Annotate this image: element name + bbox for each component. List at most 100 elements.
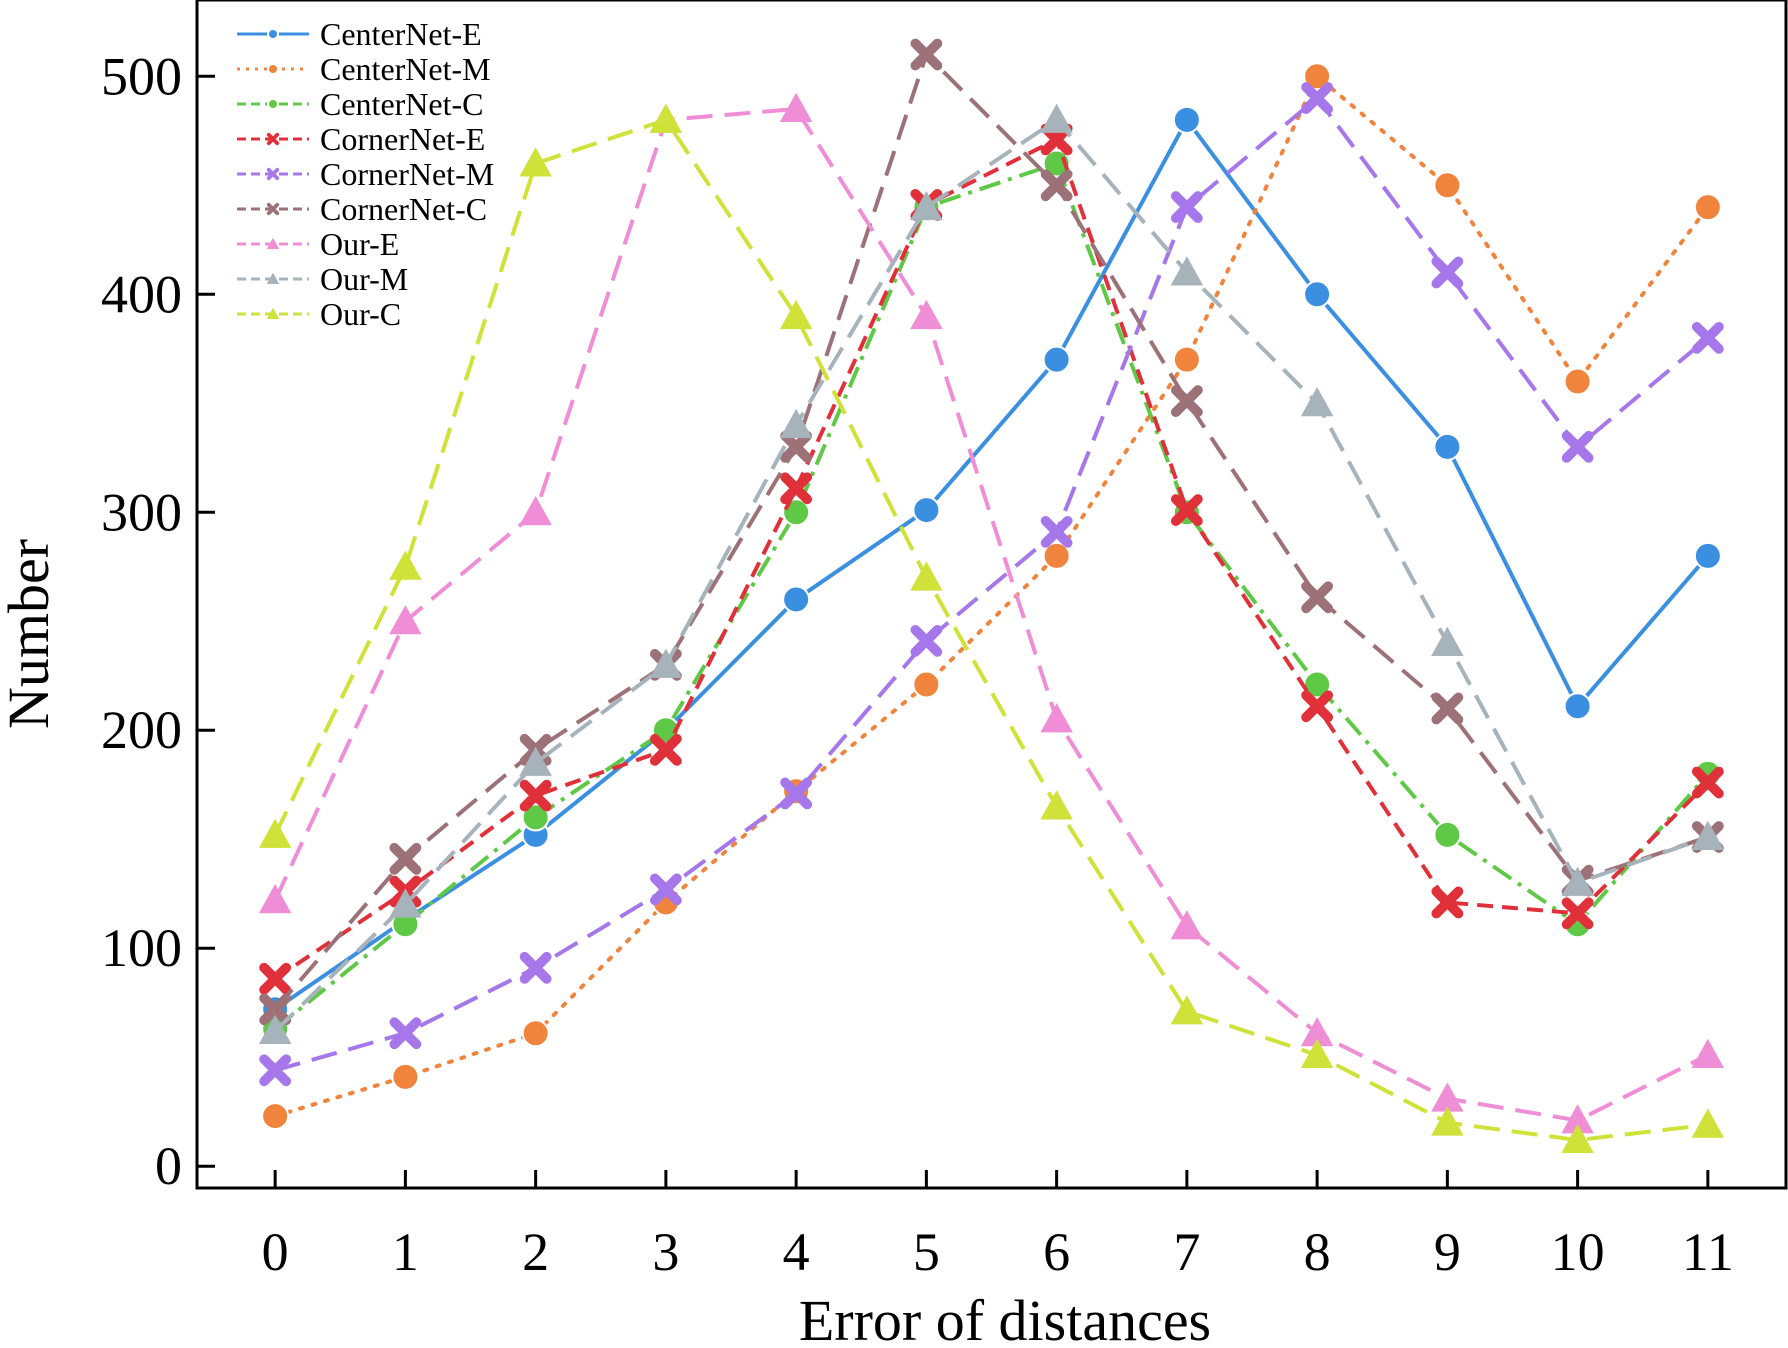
x-tick-label: 2 <box>522 1222 549 1282</box>
x-tick-label: 11 <box>1682 1222 1734 1282</box>
legend-item-our-e: Our-E <box>237 226 399 262</box>
data-point-centernet-e <box>1693 541 1722 570</box>
data-point-cornernet-m <box>1040 515 1073 548</box>
data-point-cornernet-e <box>1561 897 1594 930</box>
series-line-cornernet-c <box>273 52 1709 1011</box>
series-our-m <box>258 103 1725 1045</box>
x-tick-label: 10 <box>1551 1222 1605 1282</box>
legend: CenterNet-ECenterNet-MCenterNet-CCornerN… <box>237 16 494 332</box>
data-point-our-c <box>1300 1038 1334 1069</box>
data-point-centernet-c <box>1433 820 1462 849</box>
series-centernet-e <box>261 105 1722 1024</box>
legend-item-centernet-e: CenterNet-E <box>237 16 482 52</box>
data-point-our-m <box>1300 387 1334 417</box>
data-point-our-c <box>1561 1123 1594 1154</box>
data-point-cornernet-c <box>1040 169 1073 202</box>
x-tick-label: 8 <box>1304 1222 1331 1282</box>
data-point-our-e <box>779 92 813 122</box>
legend-label: CornerNet-C <box>320 191 487 227</box>
data-point-our-e <box>1431 1082 1464 1112</box>
x-axis-title: Error of distances <box>799 1288 1211 1348</box>
x-tick-label: 5 <box>913 1222 940 1282</box>
x-tick-label: 7 <box>1173 1222 1200 1282</box>
legend-item-centernet-c: CenterNet-C <box>237 86 484 122</box>
legend-label: CenterNet-M <box>320 51 491 87</box>
data-point-centernet-e <box>1563 692 1592 721</box>
data-point-centernet-m <box>1433 171 1462 200</box>
legend-item-cornernet-c: CornerNet-C <box>237 191 487 227</box>
y-tick-label: 200 <box>101 700 182 760</box>
series-line-our-c <box>273 117 1709 1143</box>
data-point-our-m <box>649 648 683 678</box>
data-point-our-m <box>258 1014 292 1045</box>
x-tick-label: 9 <box>1434 1222 1461 1282</box>
data-point-our-m <box>1431 626 1464 657</box>
data-point-centernet-e <box>782 585 811 614</box>
data-point-centernet-m <box>1303 62 1332 91</box>
data-point-our-e <box>519 496 552 526</box>
data-point-our-e <box>389 604 422 635</box>
legend-marker <box>267 63 279 75</box>
data-point-centernet-m <box>391 1062 420 1091</box>
data-point-cornernet-e <box>649 733 682 766</box>
x-tick-label: 3 <box>652 1222 679 1282</box>
data-point-our-e <box>1561 1104 1594 1134</box>
data-point-centernet-e <box>1042 345 1071 374</box>
data-point-cornernet-m <box>519 951 552 984</box>
legend-marker <box>266 132 280 146</box>
data-point-centernet-e <box>912 496 941 525</box>
data-point-centernet-c <box>521 803 550 832</box>
data-point-our-c <box>1040 790 1073 820</box>
legend-label: Our-M <box>320 261 408 297</box>
data-point-cornernet-c <box>1431 692 1464 725</box>
data-point-our-m <box>910 190 943 221</box>
data-point-cornernet-c <box>1301 581 1334 614</box>
legend-item-cornernet-m: CornerNet-M <box>237 156 494 192</box>
data-point-our-c <box>258 818 292 848</box>
legend-label: CornerNet-M <box>320 156 494 192</box>
data-point-our-e <box>258 884 292 914</box>
data-point-cornernet-m <box>1431 256 1464 289</box>
legend-label: Our-C <box>320 296 401 332</box>
data-point-our-e <box>910 299 943 330</box>
data-point-centernet-e <box>1303 280 1332 309</box>
series-line-cornernet-m <box>274 96 1710 1073</box>
data-point-cornernet-e <box>259 962 292 995</box>
data-point-our-e <box>1691 1038 1725 1069</box>
data-point-our-m <box>1691 820 1725 851</box>
data-point-centernet-e <box>1433 432 1462 461</box>
x-tick-label: 6 <box>1043 1222 1070 1282</box>
legend-label: Our-E <box>320 226 399 262</box>
series-cornernet-m <box>259 82 1724 1087</box>
data-point-cornernet-m <box>780 777 813 810</box>
data-point-centernet-m <box>521 1019 550 1048</box>
data-point-cornernet-m <box>389 1017 422 1050</box>
series-our-e <box>258 92 1725 1134</box>
legend-item-centernet-m: CenterNet-M <box>237 51 491 87</box>
series-line-our-m <box>273 117 1709 1033</box>
data-point-our-m <box>1040 103 1073 133</box>
data-point-centernet-m <box>1563 367 1592 396</box>
data-point-cornernet-m <box>1561 430 1594 463</box>
data-point-cornernet-e <box>1691 766 1724 799</box>
data-point-cornernet-m <box>649 873 682 906</box>
data-point-cornernet-m <box>1301 82 1334 115</box>
data-point-cornernet-e <box>780 472 813 505</box>
data-point-cornernet-m <box>1170 191 1203 224</box>
legend-marker <box>267 28 279 40</box>
y-tick-label: 100 <box>101 918 182 978</box>
x-tick-label: 4 <box>783 1222 810 1282</box>
data-point-cornernet-e <box>1301 690 1334 723</box>
data-point-our-c <box>910 561 943 591</box>
series-layer <box>258 38 1725 1154</box>
legend-label: CenterNet-E <box>320 16 482 52</box>
data-point-cornernet-c <box>780 430 813 463</box>
y-tick-label: 400 <box>101 264 182 324</box>
legend-label: CornerNet-E <box>320 121 485 157</box>
data-point-our-m <box>1170 256 1204 286</box>
data-point-cornernet-m <box>910 624 943 657</box>
data-point-our-e <box>1300 1016 1334 1047</box>
legend-item-cornernet-e: CornerNet-E <box>237 121 485 157</box>
data-point-our-m <box>389 888 422 918</box>
data-point-our-e <box>1170 910 1204 940</box>
